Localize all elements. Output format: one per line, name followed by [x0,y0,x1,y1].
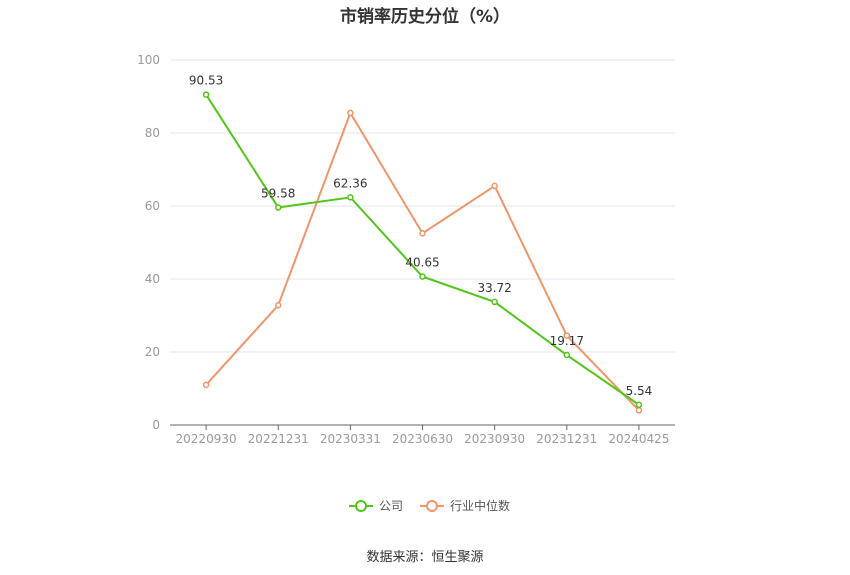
data-label: 19.17 [550,334,584,348]
x-tick-label: 20221231 [248,432,309,446]
data-label: 90.53 [189,74,223,88]
data-point[interactable] [202,381,210,389]
x-tick-label: 20231231 [536,432,597,446]
data-point[interactable] [274,204,282,211]
x-tick-label: 20230630 [392,432,453,446]
legend-label[interactable]: 公司 [379,499,403,513]
data-label: 62.36 [333,176,367,190]
chart-plot: 0 20 40 60 80 100 20220930 20221231 20230331 2023… [137,53,675,513]
x-tick-label: 20230930 [464,432,525,446]
data-point[interactable] [635,401,643,409]
data-label: 59.58 [261,187,295,201]
data-point[interactable] [635,407,643,414]
series-line-0 [205,94,640,406]
x-tick-label: 20240425 [608,432,669,446]
data-point[interactable] [347,109,354,117]
data-label: 5.54 [626,384,653,398]
legend-swatch-marker[interactable] [426,500,438,512]
y-tick-label: 0 [152,418,160,432]
data-point[interactable] [491,182,498,190]
data-point[interactable] [202,91,210,98]
data-label: 33.72 [477,281,511,295]
legend-label[interactable]: 行业中位数 [450,498,510,513]
data-source: 数据来源：恒生聚源 [366,550,484,565]
data-point[interactable] [563,332,571,339]
data-point[interactable] [491,298,498,306]
data-point[interactable] [274,302,282,309]
x-tick-label: 20230331 [320,432,381,446]
chart-title: 市销率历史分位（%） [339,7,511,27]
x-tick-label: 20220930 [176,432,237,446]
data-point[interactable] [419,230,426,237]
data-label: 40.65 [405,256,439,270]
data-point[interactable] [419,273,426,280]
y-tick-label: 40 [145,272,160,286]
data-point[interactable] [347,194,354,201]
y-tick-label: 20 [145,345,160,359]
y-tick-label: 80 [145,126,160,140]
y-tick-label: 100 [137,53,160,67]
data-point[interactable] [563,351,571,359]
y-tick-label: 60 [145,199,160,213]
legend-swatch-marker[interactable] [355,500,367,512]
